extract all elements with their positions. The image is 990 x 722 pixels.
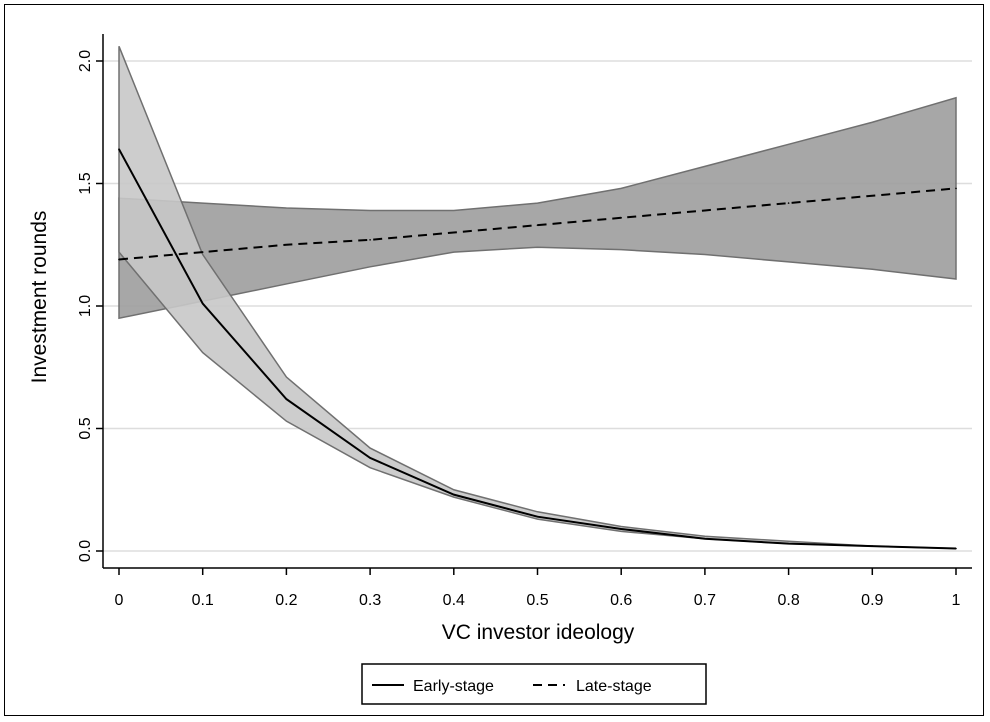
x-tick-label: 0.4	[443, 592, 465, 609]
data-point-late-stage	[955, 187, 957, 190]
data-point-late-stage	[620, 217, 622, 219]
legend: Early-stage Late-stage	[361, 663, 707, 705]
y-tick-label: 2.0	[77, 50, 94, 72]
data-point-late-stage	[118, 258, 120, 261]
legend-label-early-stage: Early-stage	[413, 678, 494, 695]
legend-label-late-stage: Late-stage	[576, 678, 652, 695]
y-tick-label: 0.5	[77, 417, 94, 439]
data-point-early-stage	[955, 547, 957, 550]
x-tick-label: 0.9	[861, 592, 883, 609]
data-point-late-stage	[704, 209, 706, 212]
data-point-early-stage	[704, 537, 706, 540]
x-axis-label: VC investor ideology	[442, 621, 635, 644]
x-tick-label: 0.1	[192, 592, 214, 609]
x-tick-label: 0.2	[275, 592, 297, 609]
y-tick-label: 1.0	[77, 295, 94, 317]
data-point-early-stage	[285, 398, 288, 400]
data-point-late-stage	[285, 243, 288, 246]
data-point-late-stage	[201, 251, 204, 253]
x-tick-label: 1	[952, 592, 961, 609]
data-point-late-stage	[453, 231, 455, 234]
data-point-late-stage	[871, 194, 874, 197]
ci-band-early-stage	[118, 46, 957, 550]
y-tick-label: 0.0	[77, 540, 94, 562]
data-point-early-stage	[369, 457, 371, 459]
x-tick-label: 0.3	[359, 592, 381, 609]
line-late-stage	[118, 187, 957, 261]
data-point-early-stage	[453, 493, 455, 496]
data-point-early-stage	[536, 515, 539, 518]
chart-frame	[4, 4, 984, 716]
data-point-late-stage	[787, 202, 790, 204]
ci-band-late-stage	[118, 96, 957, 320]
x-tick-label: 0.7	[694, 592, 716, 609]
x-tick-label: 0	[115, 592, 124, 609]
axes: 0.0 0.5 1.0 1.5 2.0 0 0.1 0.2 0.3 0.4 0.5 0.6 0.7 0.8…	[77, 34, 972, 609]
x-tick-label: 0.5	[526, 592, 548, 609]
x-tick-label: 0.8	[777, 592, 799, 609]
series-lines	[118, 148, 957, 550]
confidence-bands	[118, 46, 957, 550]
data-point-late-stage	[536, 224, 539, 226]
data-point-early-stage	[787, 542, 790, 545]
data-point-late-stage	[369, 239, 371, 241]
y-tick-label: 1.5	[77, 172, 94, 194]
data-point-early-stage	[118, 148, 120, 150]
data-point-early-stage	[201, 302, 204, 305]
x-tick-label: 0.6	[610, 592, 632, 609]
data-point-early-stage	[620, 528, 622, 530]
y-axis-label: Investment rounds	[28, 211, 51, 384]
data-point-early-stage	[871, 545, 874, 547]
